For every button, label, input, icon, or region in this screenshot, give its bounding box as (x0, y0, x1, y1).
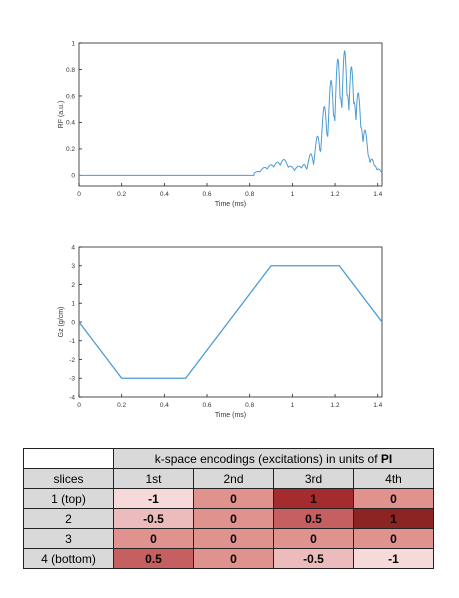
cell-value: -0.5 (273, 548, 354, 569)
y-tick-label: 0 (71, 173, 75, 180)
y-tick-label: 0.4 (66, 120, 75, 127)
x-tick-label: 0.6 (203, 402, 212, 409)
gz-plot: 0 0.2 0.4 0.6 0.8 1 1.2 1.4 -4 -3 -2 -1 0 1 2 3 4 Time (m… (58, 244, 383, 419)
y-tick-label: 0.2 (66, 146, 75, 153)
row-label: 2 (23, 508, 114, 529)
y-tick-label: -2 (69, 357, 75, 364)
col-header-3rd: 3rd (273, 468, 354, 489)
y-tick-label: 3 (71, 263, 75, 270)
table-title-row: k-space encodings (excitations) in units… (23, 448, 434, 469)
x-tick-label: 0 (77, 402, 81, 409)
table-row: 2 -0.5 0 0.5 1 (23, 508, 434, 529)
cell-value: 0.5 (113, 548, 194, 569)
cell-value: 0 (193, 528, 274, 549)
y-tick-label: 2 (71, 282, 75, 289)
rf-plot: 0 0.2 0.4 0.6 0.8 1 1.2 1.4 0 0.2 0.4 0.6 0.8 1 Time (… (58, 40, 383, 208)
cell-value: 1 (273, 488, 354, 509)
cell-value: -1 (353, 548, 434, 569)
axes-frame (78, 42, 383, 187)
cell-value: 1 (353, 508, 434, 529)
cell-value: 0 (193, 488, 274, 509)
x-tick-label: 1.2 (331, 191, 340, 198)
x-tick-label: 0.6 (203, 191, 212, 198)
y-tick-label: 0.8 (66, 67, 75, 74)
cell-value: 0 (353, 528, 434, 549)
table-row: 3 0 0 0 0 (23, 528, 434, 549)
y-tick-label: -1 (69, 338, 75, 345)
x-tick-label: 0.2 (117, 191, 126, 198)
y-tick-label: 1 (71, 40, 75, 47)
y-tick-label: 0 (71, 319, 75, 326)
y-tick-label: 4 (71, 244, 75, 251)
blank-cell (23, 448, 114, 469)
x-tick-label: 0.8 (245, 191, 254, 198)
gz-series-line (78, 265, 383, 379)
y-tick-label: -4 (69, 394, 75, 401)
x-tick-label: 1.2 (331, 402, 340, 409)
table-header: k-space encodings (excitations) in units… (113, 448, 434, 469)
column-header-row: slices 1st 2nd 3rd 4th (23, 468, 434, 489)
y-tick-label: 1 (71, 301, 75, 308)
col-header-2nd: 2nd (193, 468, 274, 489)
y-tick-label: 0.6 (66, 93, 75, 100)
rf-waveform-line (79, 50, 383, 176)
col-header-4th: 4th (353, 468, 434, 489)
cell-value: 0 (113, 528, 194, 549)
table-header-text: k-space encodings (excitations) in units… (154, 451, 378, 466)
y-tick-label: -3 (69, 376, 75, 383)
x-tick-label: 1.4 (373, 191, 382, 198)
cell-value: -0.5 (113, 508, 194, 529)
cell-value: -1 (113, 488, 194, 509)
row-label: 3 (23, 528, 114, 549)
col-header-1st: 1st (113, 468, 194, 489)
figure: 0 0.2 0.4 0.6 0.8 1 1.2 1.4 0 0.2 0.4 0.6 0.8 1 Time (… (58, 40, 383, 419)
x-tick-label: 1.4 (373, 402, 382, 409)
col-header-slices: slices (23, 468, 114, 489)
x-tick-label: 0.4 (160, 191, 169, 198)
x-tick-label: 0.2 (117, 402, 126, 409)
cell-value: 0 (193, 548, 274, 569)
cell-value: 0 (353, 488, 434, 509)
table-row: 4 (bottom) 0.5 0 -0.5 -1 (23, 548, 434, 569)
cell-value: 0.5 (273, 508, 354, 529)
table-row: 1 (top) -1 0 1 0 (23, 488, 434, 509)
table-header-bold: PI (380, 451, 393, 466)
x-tick-label: 0 (77, 191, 81, 198)
y-axis-label: Gz (g/cm) (58, 307, 65, 338)
x-tick-label: 1 (291, 402, 295, 409)
x-axis-label: Time (ms) (215, 201, 246, 208)
row-label: 4 (bottom) (23, 548, 114, 569)
x-tick-label: 0.8 (245, 402, 254, 409)
cell-value: 0 (273, 528, 354, 549)
axes-frame (78, 246, 383, 398)
cell-value: 0 (193, 508, 274, 529)
x-axis-label: Time (ms) (215, 412, 246, 419)
x-tick-label: 0.4 (160, 402, 169, 409)
row-label: 1 (top) (23, 488, 114, 509)
kspace-table: k-space encodings (excitations) in units… (23, 448, 434, 569)
x-tick-label: 1 (291, 191, 295, 198)
y-axis-label: RF (a.u.) (58, 101, 65, 129)
